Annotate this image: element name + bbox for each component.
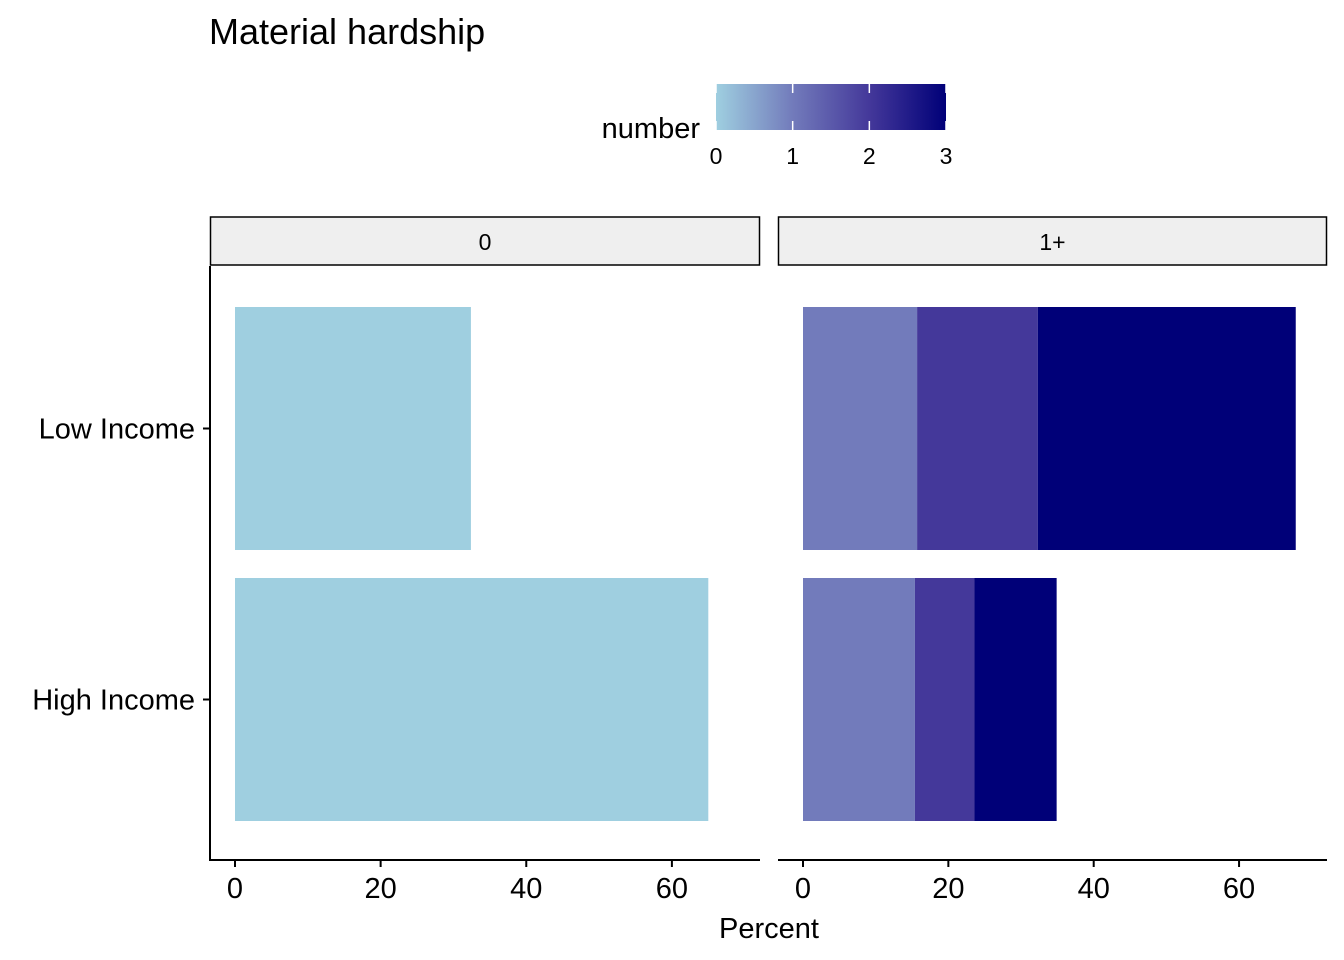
x-tick-label: 40 [1078,873,1110,905]
bar-low-income-number-0 [235,307,471,550]
bar-high-income-number-3 [974,578,1057,821]
x-tick-label: 0 [227,873,243,905]
chart-title: Material hardship [209,11,485,52]
bar-low-income-number-1 [803,307,918,550]
legend-tick-label: 2 [863,143,876,169]
bar-low-income-number-2 [917,307,1038,550]
x-tick-label: 0 [795,873,811,905]
legend-ticks: 0 1 2 3 [710,84,953,169]
facet-strip [777,216,1328,266]
legend-title: number [602,113,701,145]
x-tick-label: 60 [656,873,688,905]
facet-strip [209,216,761,266]
facet-strip-label: 0 [479,229,492,255]
bar-high-income-number-0 [235,578,709,821]
legend-colorbar [716,84,946,130]
bar-high-income-number-2 [914,578,975,821]
facet-panel-0: 0 0 20 40 60 [209,216,761,905]
x-tick-label: 20 [932,873,964,905]
x-tick-label: 40 [510,873,542,905]
x-tick-label: 20 [365,873,397,905]
legend-tick-label: 1 [786,143,799,169]
x-axis-title: Percent [719,913,819,945]
facet-panel-1: 1+ 0 20 40 60 [777,216,1328,905]
y-tick-label-low-income: Low Income [39,414,195,446]
facet-strip-label: 1+ [1039,229,1065,255]
legend-tick-label: 0 [710,143,723,169]
y-tick-label-high-income: High Income [32,685,195,717]
bar-low-income-number-3 [1037,307,1296,550]
legend: number 0 1 2 3 [602,84,953,169]
y-axis: Low Income High Income [32,266,211,861]
x-tick-label: 60 [1223,873,1255,905]
bar-high-income-number-1 [803,578,915,821]
plot-area: 0 0 20 40 60 1+ 0 20 40 60 Low Income High Income [32,216,1328,905]
legend-tick-label: 3 [940,143,953,169]
